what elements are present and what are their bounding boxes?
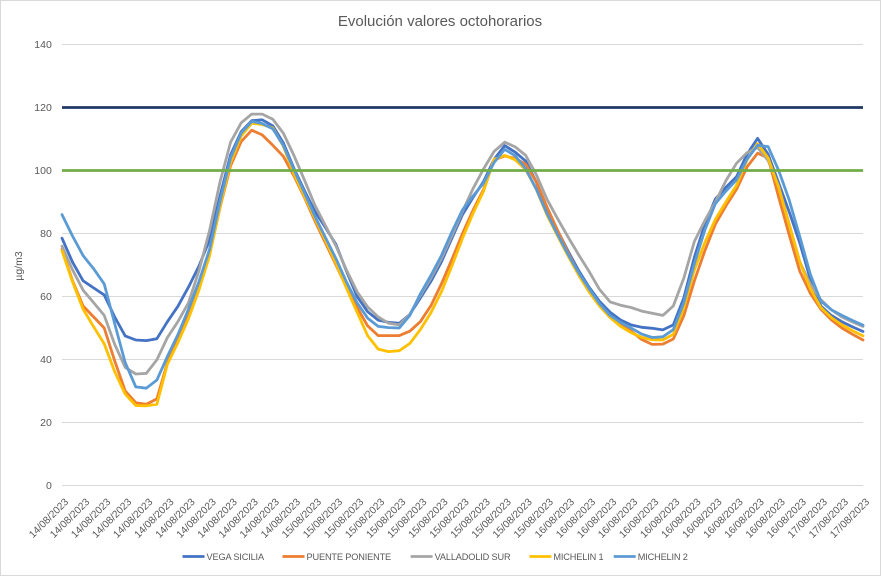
svg-text:80: 80: [40, 228, 52, 240]
svg-text:0: 0: [46, 480, 52, 492]
svg-text:PUENTE PONIENTE: PUENTE PONIENTE: [307, 552, 392, 562]
svg-text:Evolución valores octohorarios: Evolución valores octohorarios: [338, 13, 542, 30]
svg-text:MICHELIN 2: MICHELIN 2: [638, 552, 688, 562]
svg-text:120: 120: [34, 102, 52, 114]
svg-text:140: 140: [34, 39, 52, 51]
svg-text:µg/m3: µg/m3: [13, 251, 25, 281]
svg-text:VEGA SICILIA: VEGA SICILIA: [207, 552, 265, 562]
svg-text:100: 100: [34, 165, 52, 177]
svg-text:20: 20: [40, 417, 52, 429]
svg-text:VALLADOLID SUR: VALLADOLID SUR: [435, 552, 511, 562]
svg-text:MICHELIN 1: MICHELIN 1: [553, 552, 603, 562]
svg-text:40: 40: [40, 354, 52, 366]
svg-text:60: 60: [40, 291, 52, 303]
